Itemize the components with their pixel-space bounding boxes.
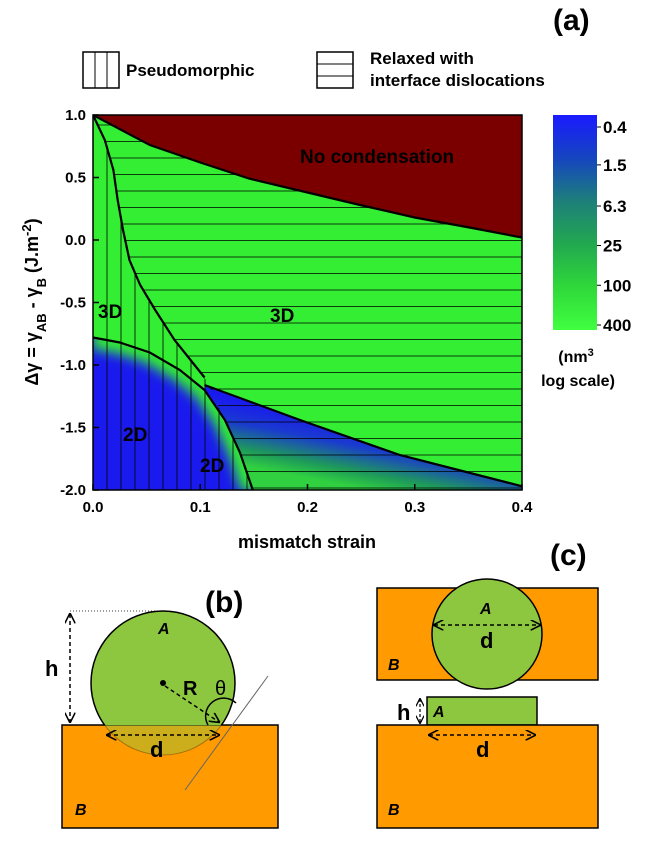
y-tick-label: -1.0 (60, 357, 86, 374)
annotation: 3D (98, 302, 122, 323)
substrate-side-view (376, 724, 599, 829)
y-tick-label: 0.5 (65, 170, 86, 187)
y-label-part: - γ (22, 287, 42, 313)
colorbar-tick-label: 6.3 (603, 197, 627, 216)
tangent-line (184, 675, 269, 791)
label-b: B (388, 802, 400, 819)
y-tick-label: -1.5 (60, 420, 86, 437)
boundary-line (204, 383, 522, 488)
y-label-part: B (34, 278, 49, 287)
legend-swatch-relaxed (316, 51, 354, 89)
y-label-part: (J.m (22, 236, 42, 278)
x-axis-label: mismatch strain (238, 532, 376, 552)
label-a: A (157, 621, 170, 638)
angle-arc (204, 697, 237, 726)
island-side-view (426, 696, 538, 726)
panel-b: (b) A R θ h d B (45, 586, 279, 829)
legend-label: Relaxed with (370, 49, 474, 68)
y-tick-label: -2.0 (60, 482, 86, 499)
colorbar-tick-label: 100 (603, 276, 631, 295)
legend: Pseudomorphic Relaxed with interface dis… (82, 49, 545, 90)
label-a: A (479, 601, 492, 618)
legend-label: Pseudomorphic (126, 61, 254, 80)
label-d: d (150, 737, 163, 762)
colorbar-tick-label: 25 (603, 237, 622, 256)
label-d: d (480, 628, 493, 653)
label-d: d (476, 737, 489, 762)
label-b: B (75, 802, 87, 819)
x-tick-label: 0.0 (83, 499, 104, 516)
island-top-view (431, 578, 543, 690)
boundary-line (93, 336, 254, 490)
label-a: A (432, 704, 445, 721)
colorbar-label: (nm3 (558, 347, 593, 366)
annotation: No condensation (300, 147, 454, 168)
region-2d-relaxed (204, 385, 522, 490)
panel-tag: (b) (205, 586, 243, 619)
boundary-line (93, 115, 522, 239)
y-label-part: -2 (19, 224, 34, 236)
y-tick-label: -0.5 (60, 295, 86, 312)
legend-label: interface dislocations (370, 71, 545, 90)
label-h: h (45, 656, 58, 681)
x-tick-label: 0.4 (512, 499, 534, 516)
colorbar-tick-label: 400 (603, 316, 631, 335)
label-r: R (183, 678, 198, 700)
droplet (90, 610, 236, 725)
colorbar-tick-label: 0.4 (603, 118, 627, 137)
label-b: B (388, 657, 400, 674)
y-label-part: AB (34, 313, 49, 332)
legend-swatch-pseudomorphic (82, 51, 120, 89)
y-label-part: Δγ = γ (22, 332, 42, 385)
x-tick-label: 0.1 (190, 499, 211, 516)
panel-tag: (a) (553, 4, 590, 37)
region-no-condensation (93, 115, 522, 238)
center-dot (160, 680, 166, 686)
panel-c: (c) A d B h A d B (376, 539, 599, 829)
y-tick-label: 1.0 (65, 107, 86, 124)
boundary-line (93, 115, 206, 379)
substrate (61, 724, 279, 829)
plot: 0.0 0.1 0.2 0.3 0.4 1.0 0.5 0.0 -0.5 -1.0 -1.5 -2.0 (60, 107, 533, 516)
annotation: 2D (200, 456, 224, 477)
colorbar-ticks: 0.4 1.5 6.3 25 100 400 (597, 118, 631, 335)
y-tick-label: 0.0 (65, 232, 86, 249)
colorbar-label: log scale) (541, 373, 615, 390)
radius-arrow (164, 685, 219, 722)
colorbar-tick-label: 1.5 (603, 156, 627, 175)
x-tick-label: 0.2 (297, 499, 318, 516)
region-2d-pseudomorphic (93, 337, 253, 490)
colorbar-label-part: 3 (588, 347, 594, 359)
colorbar (553, 115, 597, 330)
label-h: h (397, 700, 410, 725)
panel-tag: (c) (550, 539, 587, 572)
colorbar-label-part: (nm (558, 349, 587, 366)
y-label-part: ) (22, 218, 42, 224)
annotation: 2D (123, 425, 147, 446)
annotation: 3D (270, 306, 294, 327)
x-tick-label: 0.3 (404, 499, 425, 516)
y-axis-label: Δγ = γAB - γB (J.m-2) (19, 218, 49, 385)
label-theta: θ (215, 678, 226, 700)
